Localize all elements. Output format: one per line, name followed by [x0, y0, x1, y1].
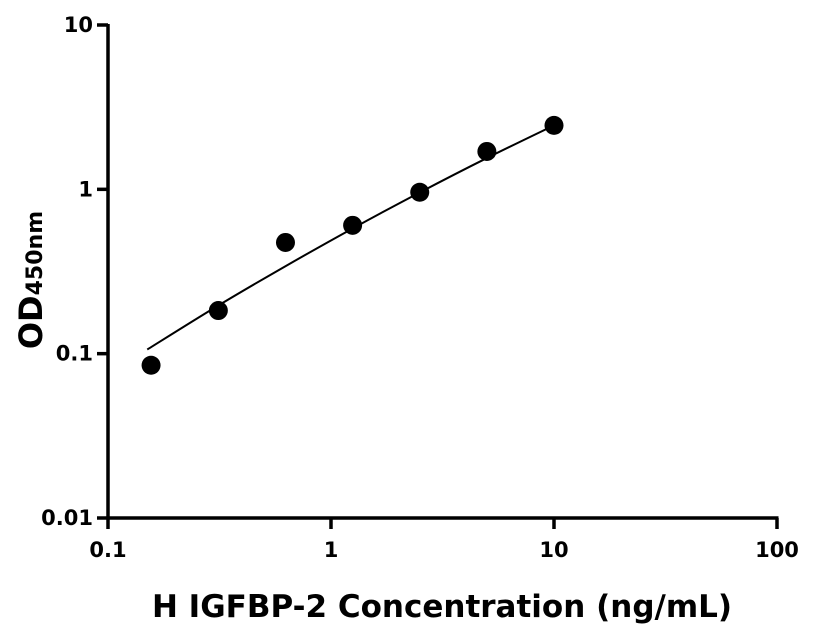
x-tick-label: 1 — [324, 538, 339, 562]
ticks: 0.1 1 10 100 0.01 0.1 1 10 — [41, 13, 799, 562]
data-point — [141, 355, 161, 375]
x-tick-label: 0.1 — [89, 538, 126, 562]
y-tick-label: 0.01 — [41, 506, 93, 530]
x-axis-label: H IGFBP-2 Concentration (ng/mL) — [152, 589, 732, 625]
data-points — [141, 115, 564, 375]
x-tick-label: 10 — [539, 538, 568, 562]
y-tick-label: 10 — [64, 13, 93, 37]
fit-curve — [146, 124, 555, 351]
y-axis-label: OD450nm — [12, 211, 50, 349]
x-tick-label: 100 — [755, 538, 799, 562]
data-point — [477, 141, 497, 161]
data-point — [208, 301, 228, 321]
data-point — [275, 232, 295, 252]
data-point — [410, 182, 430, 202]
y-axis-label-sub: 450nm — [23, 211, 48, 296]
axes — [106, 24, 779, 520]
data-point — [544, 115, 564, 135]
y-tick-label: 1 — [78, 177, 93, 201]
y-tick-label: 0.1 — [56, 342, 93, 366]
data-point — [343, 215, 363, 235]
y-axis-label-main: OD — [12, 295, 50, 349]
